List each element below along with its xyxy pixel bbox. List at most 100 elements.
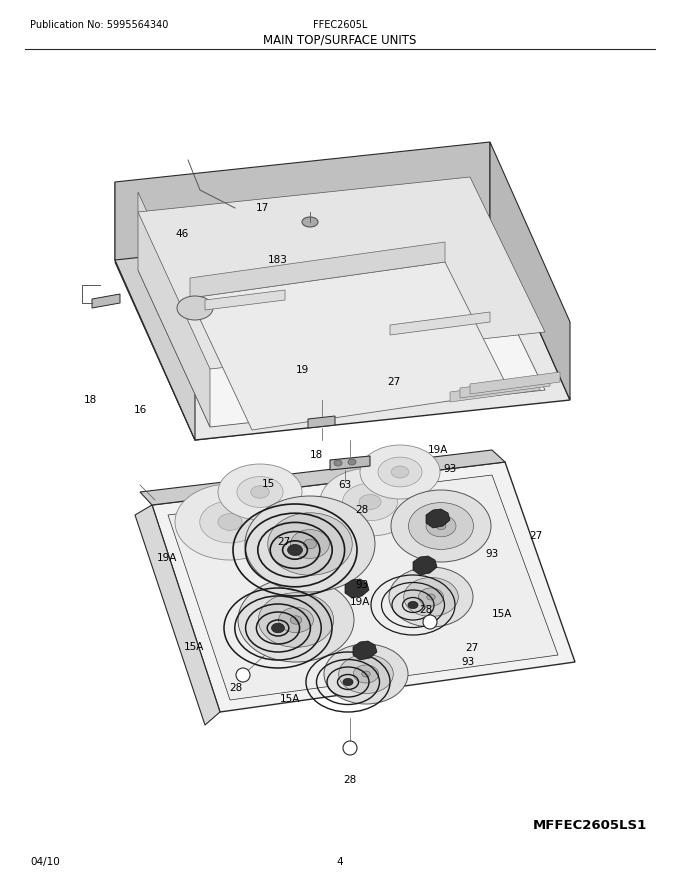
Text: 28: 28 xyxy=(420,605,432,615)
Polygon shape xyxy=(390,312,490,335)
Text: 27: 27 xyxy=(529,531,543,541)
Ellipse shape xyxy=(343,678,353,686)
Text: 15A: 15A xyxy=(492,609,512,619)
Text: 19A: 19A xyxy=(428,445,448,455)
Polygon shape xyxy=(353,641,377,660)
Ellipse shape xyxy=(271,623,284,633)
Polygon shape xyxy=(135,505,220,725)
Text: 93: 93 xyxy=(461,657,475,667)
Polygon shape xyxy=(413,556,437,575)
Ellipse shape xyxy=(362,671,370,677)
Ellipse shape xyxy=(391,466,409,478)
Ellipse shape xyxy=(279,607,313,633)
Ellipse shape xyxy=(236,668,250,682)
Ellipse shape xyxy=(427,594,435,600)
Text: 19A: 19A xyxy=(157,553,177,563)
Text: 63: 63 xyxy=(339,480,352,490)
Text: 27: 27 xyxy=(388,377,401,387)
Text: 04/10: 04/10 xyxy=(30,857,60,867)
Ellipse shape xyxy=(320,468,420,536)
Ellipse shape xyxy=(436,523,446,530)
Text: 93: 93 xyxy=(443,464,457,474)
Text: 183: 183 xyxy=(268,255,288,265)
Polygon shape xyxy=(460,376,550,398)
Ellipse shape xyxy=(288,545,303,555)
Polygon shape xyxy=(168,475,558,700)
Ellipse shape xyxy=(237,477,283,508)
Polygon shape xyxy=(138,177,545,369)
Polygon shape xyxy=(490,142,570,400)
Text: 93: 93 xyxy=(486,549,498,559)
Text: 15A: 15A xyxy=(184,642,204,652)
Ellipse shape xyxy=(303,539,316,549)
Text: 28: 28 xyxy=(343,775,356,785)
Ellipse shape xyxy=(418,588,443,606)
Ellipse shape xyxy=(218,464,302,520)
Text: 15A: 15A xyxy=(279,694,300,704)
Ellipse shape xyxy=(389,567,473,627)
Ellipse shape xyxy=(359,495,381,510)
Ellipse shape xyxy=(408,601,418,609)
Ellipse shape xyxy=(339,655,393,693)
Ellipse shape xyxy=(200,501,260,543)
Polygon shape xyxy=(152,462,575,712)
Text: 93: 93 xyxy=(356,580,369,590)
Text: 19: 19 xyxy=(295,365,309,375)
Ellipse shape xyxy=(177,296,213,320)
Polygon shape xyxy=(190,242,445,298)
Ellipse shape xyxy=(348,459,356,465)
Ellipse shape xyxy=(426,515,456,537)
Polygon shape xyxy=(115,222,570,440)
Ellipse shape xyxy=(268,513,352,576)
Ellipse shape xyxy=(404,577,458,617)
Ellipse shape xyxy=(354,665,379,683)
Text: 18: 18 xyxy=(84,395,97,405)
Text: MFFEC2605LS1: MFFEC2605LS1 xyxy=(533,818,647,832)
Ellipse shape xyxy=(334,460,342,466)
Ellipse shape xyxy=(360,445,440,499)
Polygon shape xyxy=(115,142,490,260)
Ellipse shape xyxy=(290,530,330,559)
Polygon shape xyxy=(190,262,510,430)
Ellipse shape xyxy=(290,616,302,624)
Polygon shape xyxy=(345,579,369,598)
Ellipse shape xyxy=(423,615,437,629)
Polygon shape xyxy=(115,182,195,440)
Polygon shape xyxy=(138,192,210,427)
Polygon shape xyxy=(470,372,560,394)
Ellipse shape xyxy=(391,490,491,562)
Polygon shape xyxy=(92,294,120,308)
Ellipse shape xyxy=(302,217,318,227)
Text: Publication No: 5995564340: Publication No: 5995564340 xyxy=(30,20,169,30)
Polygon shape xyxy=(426,509,450,528)
Polygon shape xyxy=(140,450,505,505)
Ellipse shape xyxy=(378,457,422,487)
Ellipse shape xyxy=(324,644,408,704)
Text: 18: 18 xyxy=(309,450,322,460)
Polygon shape xyxy=(330,456,370,470)
Text: 17: 17 xyxy=(256,203,269,213)
Ellipse shape xyxy=(175,484,285,560)
Polygon shape xyxy=(115,220,570,440)
Text: 46: 46 xyxy=(175,229,188,239)
Text: 15: 15 xyxy=(261,479,275,489)
Text: 27: 27 xyxy=(277,537,290,547)
Text: 28: 28 xyxy=(229,683,243,693)
Ellipse shape xyxy=(218,514,242,531)
Text: 16: 16 xyxy=(133,405,147,415)
Ellipse shape xyxy=(245,496,375,592)
Text: FFEC2605L: FFEC2605L xyxy=(313,20,367,30)
Polygon shape xyxy=(205,290,285,310)
Text: 19A: 19A xyxy=(350,597,370,607)
Ellipse shape xyxy=(251,486,269,498)
Text: 28: 28 xyxy=(356,505,369,515)
Ellipse shape xyxy=(409,502,473,549)
Ellipse shape xyxy=(343,483,398,521)
Ellipse shape xyxy=(238,578,354,662)
Text: 4: 4 xyxy=(337,857,343,867)
Polygon shape xyxy=(308,416,335,428)
Ellipse shape xyxy=(343,741,357,755)
Text: 27: 27 xyxy=(465,643,479,653)
Polygon shape xyxy=(450,380,540,402)
Ellipse shape xyxy=(258,593,334,648)
